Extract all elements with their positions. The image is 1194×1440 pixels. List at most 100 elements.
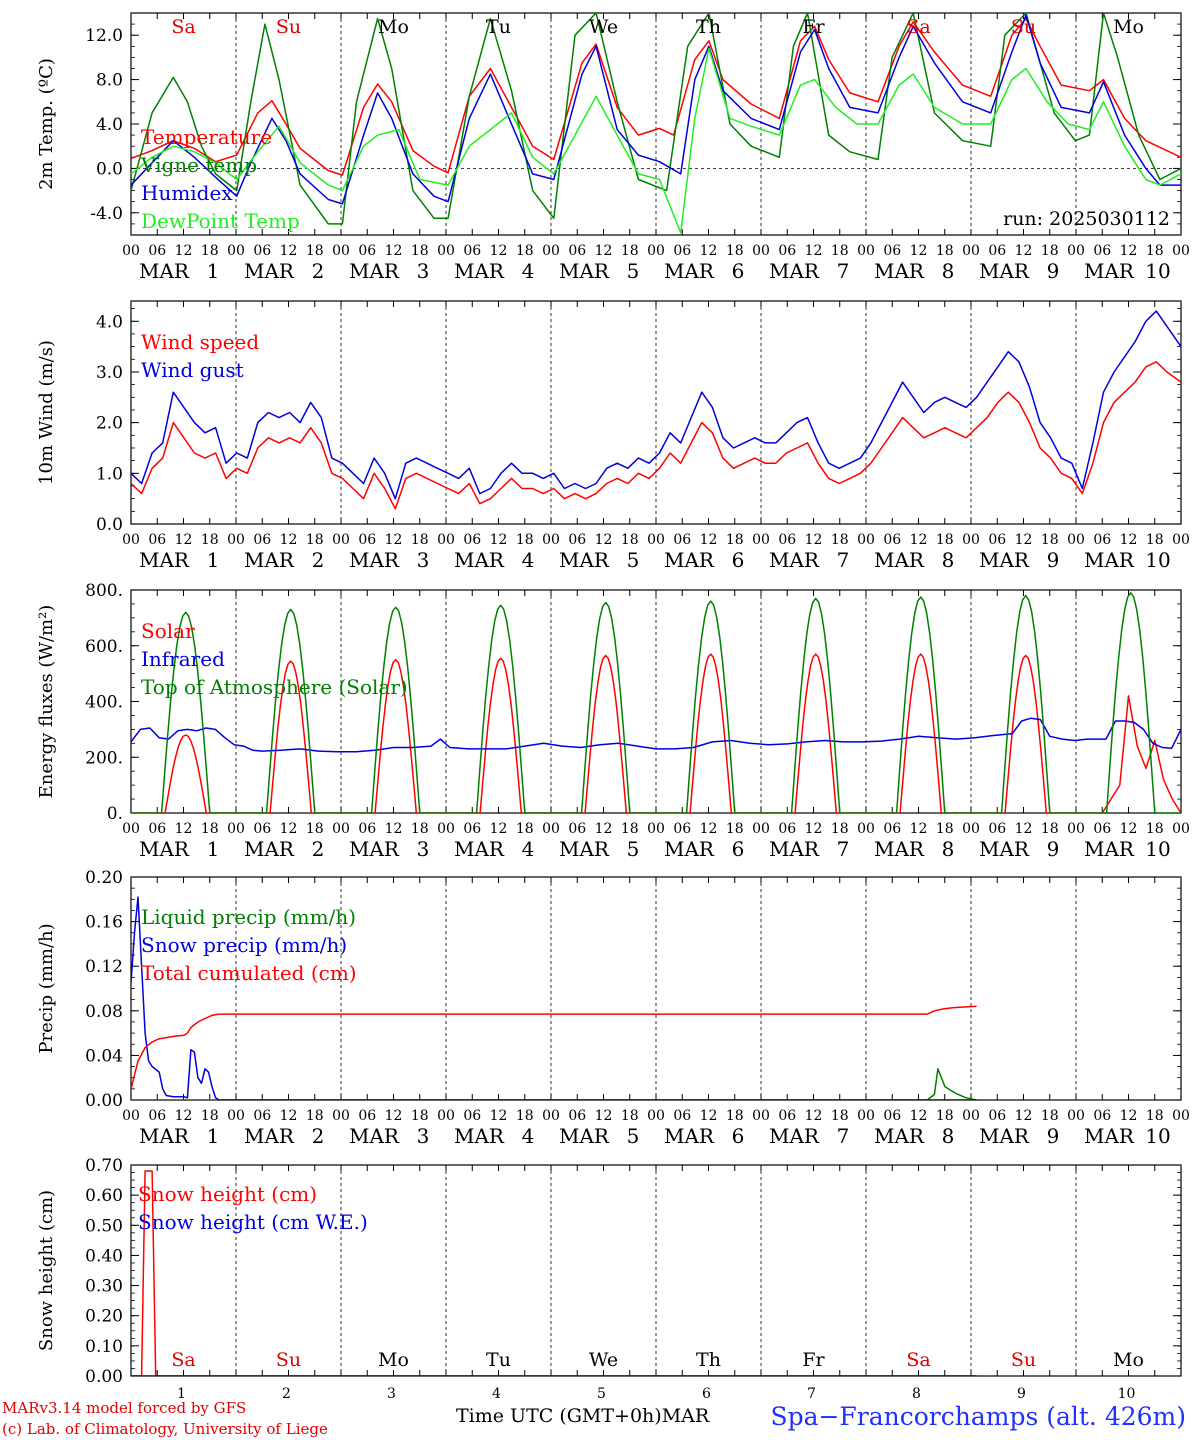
panel-2 — [130, 300, 1182, 525]
legend-entry: Snow height (cm) — [138, 1182, 317, 1206]
weekday-label: Su — [276, 1349, 301, 1371]
time-tick-label: 06 — [568, 821, 586, 837]
weekday-label: Sa — [906, 16, 930, 38]
date-label-day: 3 — [417, 1124, 430, 1148]
time-tick-label: 06 — [778, 1108, 796, 1124]
time-tick-label: 00 — [857, 821, 875, 837]
time-tick-label: 00 — [1172, 532, 1190, 548]
time-tick-label: 18 — [201, 1108, 219, 1124]
time-tick-label: 12 — [175, 821, 193, 837]
time-tick-label: 12 — [805, 532, 823, 548]
time-tick-label: 18 — [621, 532, 639, 548]
time-tick-label: 06 — [358, 1108, 376, 1124]
series-line-snow-precip-mm-h- — [131, 896, 977, 1100]
date-label-day: 8 — [942, 1124, 955, 1148]
series-line-humidex — [131, 14, 1181, 205]
time-tick-label: 00 — [227, 1108, 245, 1124]
date-label-month: MAR — [769, 1124, 820, 1148]
time-tick-label: 00 — [437, 821, 455, 837]
series-line-total-cumulated-cm- — [131, 1005, 977, 1089]
legend-entry: DewPoint Temp — [141, 209, 300, 233]
date-label-month: MAR — [559, 837, 610, 861]
time-tick-label: 00 — [647, 243, 665, 259]
time-tick-label: 18 — [1146, 532, 1164, 548]
station-name: Spa−Francorchamps (alt. 426m) — [770, 1402, 1186, 1431]
legend-entry: Snow height (cm W.E.) — [138, 1210, 368, 1234]
series-line-wind-gust — [131, 310, 1181, 500]
panel-frame — [130, 589, 1182, 814]
weekday-label: We — [589, 1349, 618, 1371]
weekday-label: Mo — [1113, 16, 1144, 38]
series-line-vigne-temp — [131, 13, 1181, 225]
weekday-label: Su — [276, 16, 301, 38]
time-tick-label: 00 — [647, 532, 665, 548]
y-tick-label: 0.20 — [85, 1307, 123, 1327]
day-number-label: 8 — [912, 1386, 921, 1402]
series-line-wind-speed — [131, 361, 1181, 510]
day-number-label: 2 — [282, 1386, 291, 1402]
date-label-month: MAR — [874, 837, 925, 861]
time-tick-label: 18 — [516, 1108, 534, 1124]
y-axis-label: Snow height (cm) — [36, 1190, 57, 1351]
time-tick-label: 12 — [1015, 1108, 1033, 1124]
time-tick-label: 12 — [595, 532, 613, 548]
date-label-day: 10 — [1145, 1124, 1170, 1148]
time-tick-label: 00 — [122, 243, 140, 259]
date-label-month: MAR — [139, 259, 190, 283]
time-tick-label: 00 — [1067, 532, 1085, 548]
time-tick-label: 00 — [542, 532, 560, 548]
date-label-day: 1 — [207, 837, 220, 861]
time-tick-label: 06 — [673, 1108, 691, 1124]
time-tick-label: 18 — [1041, 821, 1059, 837]
time-tick-label: 12 — [805, 243, 823, 259]
time-tick-label: 06 — [673, 532, 691, 548]
series-line-solar — [131, 653, 1181, 813]
series-group — [131, 1170, 977, 1376]
time-tick-label: 06 — [778, 532, 796, 548]
time-tick-label: 06 — [463, 821, 481, 837]
time-tick-label: 06 — [568, 532, 586, 548]
date-label-day: 1 — [207, 548, 220, 572]
y-tick-label: 12.0 — [85, 26, 123, 46]
date-label-month: MAR — [454, 259, 505, 283]
time-tick-label: 06 — [463, 1108, 481, 1124]
date-label-day: 4 — [522, 259, 535, 283]
y-tick-label: 3.0 — [96, 363, 123, 383]
time-tick-label: 18 — [831, 1108, 849, 1124]
time-tick-label: 06 — [673, 243, 691, 259]
date-label-day: 4 — [522, 548, 535, 572]
time-tick-label: 00 — [752, 1108, 770, 1124]
time-tick-label: 00 — [1067, 243, 1085, 259]
time-tick-label: 18 — [1041, 1108, 1059, 1124]
time-tick-label: 00 — [962, 821, 980, 837]
time-tick-label: 00 — [332, 821, 350, 837]
date-label-day: 9 — [1047, 259, 1060, 283]
legend-entry: Wind speed — [141, 330, 259, 354]
date-label-day: 7 — [837, 259, 850, 283]
time-tick-label: 06 — [778, 821, 796, 837]
time-tick-label: 12 — [1120, 821, 1138, 837]
time-tick-label: 00 — [227, 243, 245, 259]
date-label-month: MAR — [139, 548, 190, 572]
y-tick-label: 0.08 — [85, 1002, 123, 1022]
y-tick-label: 4.0 — [96, 115, 123, 135]
y-tick-label: 800. — [85, 581, 123, 601]
time-tick-label: 00 — [332, 532, 350, 548]
date-label-month: MAR — [769, 259, 820, 283]
date-label-day: 10 — [1145, 548, 1170, 572]
date-label-month: MAR — [664, 548, 715, 572]
time-tick-label: 18 — [1041, 243, 1059, 259]
time-tick-label: 00 — [437, 1108, 455, 1124]
time-tick-label: 12 — [1120, 532, 1138, 548]
series-group — [131, 13, 1181, 234]
time-tick-label: 18 — [411, 243, 429, 259]
time-tick-label: 18 — [1146, 243, 1164, 259]
time-tick-label: 00 — [647, 821, 665, 837]
y-axis-label: 10m Wind (m/s) — [36, 340, 57, 485]
legend-entry: Infrared — [141, 647, 225, 671]
legend-entry: Top of Atmosphere (Solar) — [141, 675, 408, 699]
time-tick-label: 18 — [831, 532, 849, 548]
y-tick-label: -4.0 — [90, 204, 123, 224]
weekday-label: Sa — [171, 16, 195, 38]
day-number-label: 3 — [387, 1386, 396, 1402]
